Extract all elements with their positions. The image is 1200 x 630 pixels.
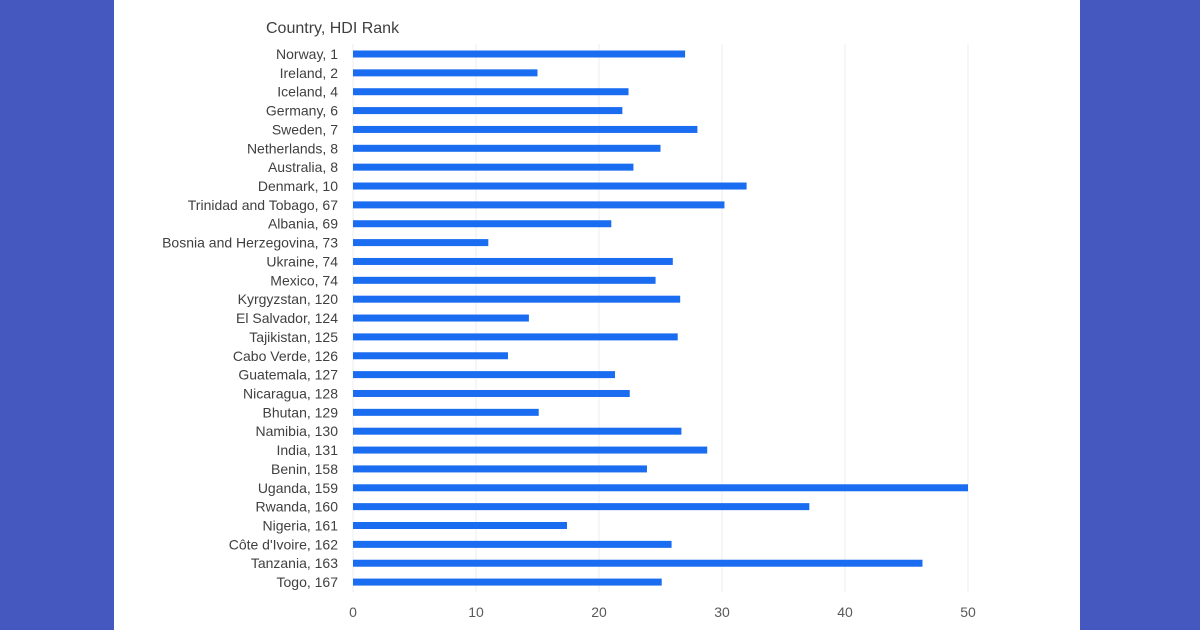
category-label-0: Norway, 1	[276, 46, 338, 62]
category-label-16: Cabo Verde, 126	[233, 348, 338, 364]
bar-26	[353, 540, 672, 548]
bar-13	[353, 295, 681, 303]
category-label-15: Tajikistan, 125	[249, 329, 338, 345]
category-label-28: Togo, 167	[277, 574, 339, 590]
bar-23	[353, 484, 968, 492]
bar-24	[353, 503, 810, 511]
bar-20	[353, 427, 682, 435]
bar-11	[353, 257, 673, 265]
bar-5	[353, 144, 661, 152]
x-tick-label-20: 20	[591, 604, 607, 620]
category-label-27: Tanzania, 163	[251, 555, 338, 571]
category-label-18: Nicaragua, 128	[243, 385, 338, 401]
category-label-4: Sweden, 7	[272, 121, 338, 137]
bar-17	[353, 371, 615, 379]
bar-28	[353, 578, 662, 586]
category-label-21: India, 131	[277, 442, 339, 458]
x-tick-label-0: 0	[349, 604, 357, 620]
bar-0	[353, 50, 686, 58]
bar-18	[353, 389, 630, 397]
category-label-20: Namibia, 130	[256, 423, 339, 439]
category-label-1: Ireland, 2	[280, 65, 339, 81]
x-tick-label-50: 50	[960, 604, 976, 620]
category-label-3: Germany, 6	[266, 103, 338, 119]
chart-panel	[114, 0, 1080, 630]
bar-16	[353, 352, 508, 360]
category-label-26: Côte d'Ivoire, 162	[229, 536, 339, 552]
category-label-11: Ukraine, 74	[266, 253, 338, 269]
bar-8	[353, 201, 725, 209]
category-label-7: Denmark, 10	[258, 178, 338, 194]
bar-12	[353, 276, 656, 284]
bar-22	[353, 465, 647, 473]
bar-25	[353, 522, 568, 529]
bar-15	[353, 333, 678, 341]
bar-2	[353, 88, 629, 96]
category-label-13: Kyrgyzstan, 120	[238, 291, 339, 307]
bar-6	[353, 163, 634, 171]
category-label-9: Albania, 69	[268, 216, 338, 232]
bar-14	[353, 314, 529, 322]
y-axis-title: Country, HDI Rank	[266, 20, 400, 37]
category-label-2: Iceland, 4	[277, 84, 338, 100]
category-label-6: Australia, 8	[268, 159, 338, 175]
category-label-5: Netherlands, 8	[247, 140, 338, 156]
category-label-23: Uganda, 159	[258, 480, 338, 496]
bar-10	[353, 239, 489, 247]
category-label-14: El Salvador, 124	[236, 310, 338, 326]
bar-27	[353, 559, 923, 567]
x-tick-label-30: 30	[714, 604, 730, 620]
category-label-24: Rwanda, 160	[255, 499, 338, 515]
x-tick-label-10: 10	[468, 604, 484, 620]
bar-9	[353, 220, 612, 228]
bar-21	[353, 446, 708, 454]
bar-19	[353, 408, 539, 416]
x-tick-label-40: 40	[837, 604, 853, 620]
category-label-17: Guatemala, 127	[238, 367, 338, 383]
bar-7	[353, 182, 747, 190]
bar-3	[353, 107, 623, 115]
category-label-22: Benin, 158	[271, 461, 338, 477]
category-label-8: Trinidad and Tobago, 67	[188, 197, 338, 213]
category-label-12: Mexico, 74	[270, 272, 338, 288]
category-label-10: Bosnia and Herzegovina, 73	[162, 235, 338, 251]
bar-1	[353, 69, 538, 77]
category-label-19: Bhutan, 129	[262, 404, 338, 420]
category-label-25: Nigeria, 161	[263, 518, 339, 534]
bar-4	[353, 125, 698, 133]
